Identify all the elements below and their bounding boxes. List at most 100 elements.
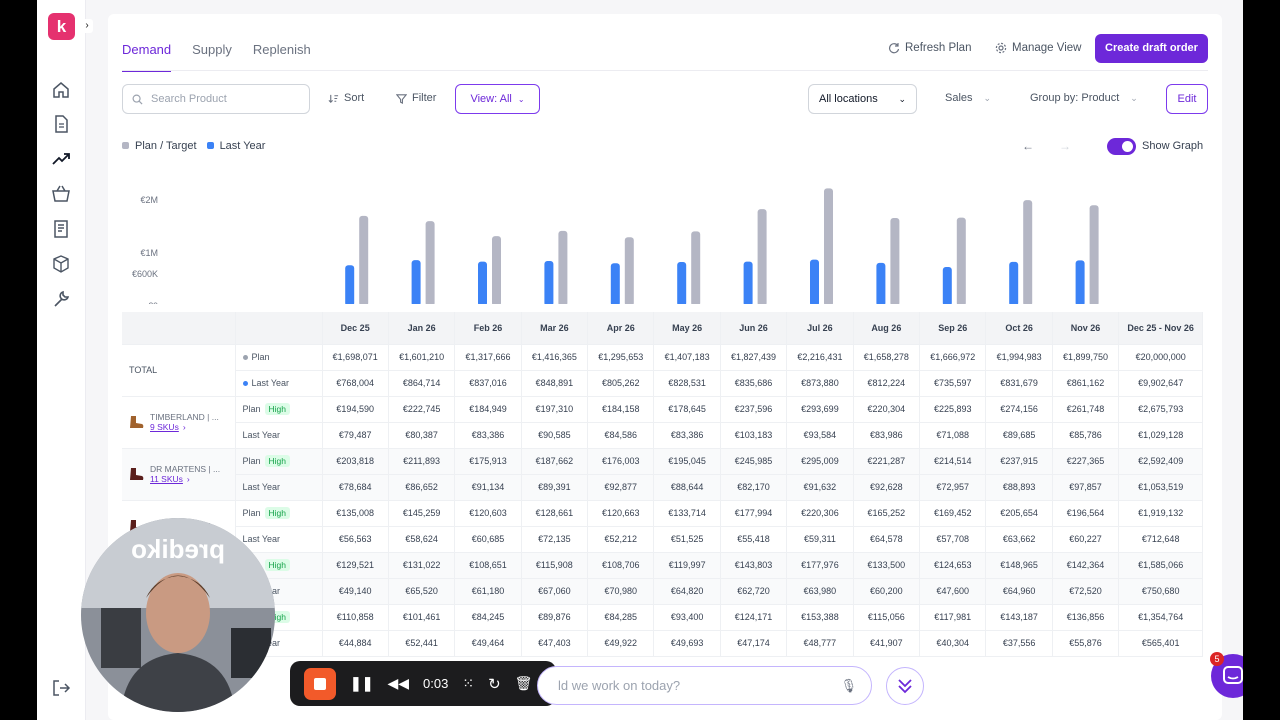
tab-supply[interactable]: Supply (192, 42, 232, 57)
rewind-icon[interactable]: ◀◀ (387, 675, 410, 691)
table-cell[interactable]: €184,949 (454, 396, 522, 423)
bar-last-year-feb-26[interactable] (478, 261, 487, 304)
collapse-assistant-button[interactable] (886, 667, 924, 705)
table-cell[interactable]: €131,022 (388, 552, 456, 579)
create-draft-order-button[interactable]: Create draft order (1095, 34, 1208, 63)
table-cell[interactable]: €1,994,983 (985, 344, 1053, 371)
table-cell[interactable]: €128,661 (521, 500, 589, 527)
table-cell[interactable]: €214,514 (919, 448, 987, 475)
table-cell[interactable]: €274,156 (985, 396, 1053, 423)
table-cell[interactable]: €220,304 (853, 396, 921, 423)
table-cell[interactable]: €1,899,750 (1052, 344, 1120, 371)
bar-last-year-sep-26[interactable] (942, 266, 952, 304)
table-cell[interactable]: €84,245 (454, 604, 522, 631)
logout-icon[interactable] (51, 678, 71, 698)
table-cell[interactable]: €148,965 (985, 552, 1053, 579)
table-cell[interactable]: €1,317,666 (454, 344, 522, 371)
table-cell[interactable]: €133,714 (653, 500, 721, 527)
product-cell[interactable]: DR MARTENS | ... 11 SKUs › (122, 448, 236, 501)
bar-plan-target-oct-26[interactable] (1023, 200, 1033, 304)
table-cell[interactable]: €237,915 (985, 448, 1053, 475)
arrow-right-icon[interactable]: → (1059, 139, 1071, 153)
tab-replenish[interactable]: Replenish (252, 42, 311, 57)
expand-sidebar-icon[interactable]: › (81, 19, 93, 33)
document-icon[interactable] (51, 114, 71, 134)
table-cell[interactable]: €178,645 (653, 396, 721, 423)
bar-plan-target-may-26[interactable] (691, 231, 701, 304)
trend-icon[interactable] (51, 149, 71, 169)
bar-plan-target-jun-26[interactable] (757, 209, 767, 304)
table-cell[interactable]: €165,252 (853, 500, 921, 527)
bar-plan-target-nov-26[interactable] (1089, 205, 1099, 304)
wrench-icon[interactable] (51, 289, 71, 309)
refresh-plan-button[interactable]: Refresh Plan (888, 42, 971, 54)
table-cell[interactable]: €1,295,653 (587, 344, 655, 371)
table-cell[interactable]: €124,653 (919, 552, 987, 579)
table-cell[interactable]: €187,662 (521, 448, 589, 475)
table-cell[interactable]: €142,364 (1052, 552, 1120, 579)
search-box[interactable] (122, 84, 310, 114)
table-cell[interactable]: €120,603 (454, 500, 522, 527)
table-cell[interactable]: €143,187 (985, 604, 1053, 631)
table-cell[interactable]: €129,521 (322, 552, 389, 579)
bar-last-year-nov-26[interactable] (1075, 260, 1085, 304)
table-cell[interactable]: €177,976 (786, 552, 854, 579)
tab-demand[interactable]: Demand (122, 42, 172, 72)
bar-plan-target-mar-26[interactable] (558, 230, 568, 304)
table-cell[interactable]: €133,500 (853, 552, 921, 579)
table-cell[interactable]: €153,388 (786, 604, 854, 631)
app-logo[interactable]: k (48, 13, 75, 40)
table-cell[interactable]: €293,699 (786, 396, 854, 423)
location-dropdown[interactable]: All locations ⌄ (808, 84, 917, 114)
receipt-icon[interactable] (51, 219, 71, 239)
table-cell[interactable]: €196,564 (1052, 500, 1120, 527)
table-cell[interactable]: €1,919,132 (1118, 500, 1204, 527)
home-icon[interactable] (51, 80, 71, 100)
table-cell[interactable]: €101,461 (388, 604, 456, 631)
bar-plan-target-aug-26[interactable] (890, 218, 900, 304)
table-cell[interactable]: €261,748 (1052, 396, 1120, 423)
metric-dropdown[interactable]: Sales ⌄ (945, 92, 991, 104)
pause-icon[interactable]: ❚❚ (350, 675, 374, 691)
table-cell[interactable]: €205,654 (985, 500, 1053, 527)
bar-last-year-may-26[interactable] (677, 262, 687, 304)
bar-last-year-jun-26[interactable] (743, 261, 753, 304)
bar-plan-target-jul-26[interactable] (824, 188, 833, 304)
table-cell[interactable]: €135,008 (322, 500, 389, 527)
bar-last-year-oct-26[interactable] (1009, 261, 1019, 304)
table-cell[interactable]: €177,994 (720, 500, 788, 527)
filter-button[interactable]: Filter (396, 92, 436, 104)
bar-last-year-mar-26[interactable] (544, 260, 554, 304)
table-cell[interactable]: €227,365 (1052, 448, 1120, 475)
table-cell[interactable]: €2,675,793 (1118, 396, 1204, 423)
bar-plan-target-jan-26[interactable] (425, 221, 435, 304)
assistant-input[interactable]: ld we work on today? 🎙 (537, 666, 872, 705)
table-cell[interactable]: €89,876 (521, 604, 589, 631)
table-cell[interactable]: €1,416,365 (521, 344, 589, 371)
table-cell[interactable]: €1,658,278 (853, 344, 921, 371)
basket-icon[interactable] (51, 184, 71, 204)
bar-plan-target-apr-26[interactable] (624, 237, 634, 304)
bar-plan-target-dec-25[interactable] (359, 215, 369, 304)
table-cell[interactable]: €143,803 (720, 552, 788, 579)
table-cell[interactable]: €203,818 (322, 448, 389, 475)
arrow-left-icon[interactable]: ← (1022, 139, 1034, 153)
bar-last-year-apr-26[interactable] (610, 263, 620, 304)
group-by-dropdown[interactable]: Group by: Product ⌄ (1030, 92, 1138, 104)
table-cell[interactable]: €93,400 (653, 604, 721, 631)
table-cell[interactable]: €184,158 (587, 396, 655, 423)
bar-last-year-aug-26[interactable] (876, 262, 886, 304)
table-cell[interactable]: €222,745 (388, 396, 456, 423)
edit-button[interactable]: Edit (1166, 84, 1208, 114)
grid-icon[interactable]: ⁙ (462, 675, 475, 691)
bar-last-year-jan-26[interactable] (411, 260, 421, 304)
table-cell[interactable]: €108,651 (454, 552, 522, 579)
table-cell[interactable]: €1,585,066 (1118, 552, 1204, 579)
manage-view-button[interactable]: Manage View (995, 42, 1081, 54)
table-cell[interactable]: €295,009 (786, 448, 854, 475)
table-cell[interactable]: €169,452 (919, 500, 987, 527)
table-cell[interactable]: €1,354,764 (1118, 604, 1204, 631)
stop-recording-button[interactable] (304, 667, 336, 700)
table-cell[interactable]: €84,285 (587, 604, 655, 631)
product-cell[interactable]: TIMBERLAND | ... 9 SKUs › (122, 396, 236, 449)
